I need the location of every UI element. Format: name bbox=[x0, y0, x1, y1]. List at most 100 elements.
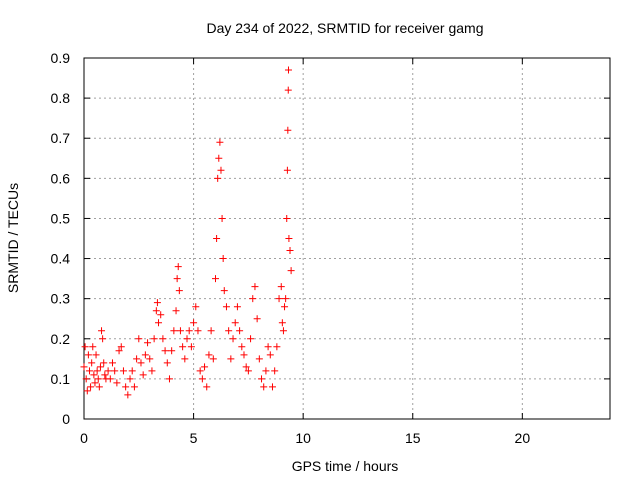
data-point bbox=[139, 371, 147, 379]
data-point bbox=[146, 355, 154, 363]
data-point bbox=[93, 367, 101, 375]
data-point bbox=[159, 335, 167, 343]
data-point bbox=[122, 383, 130, 391]
data-point bbox=[126, 375, 134, 383]
data-point bbox=[277, 283, 285, 291]
data-point bbox=[278, 319, 286, 327]
data-point bbox=[91, 379, 99, 387]
data-point bbox=[286, 247, 294, 255]
data-point bbox=[170, 327, 178, 335]
data-point bbox=[284, 126, 292, 134]
data-point bbox=[253, 315, 261, 323]
data-point bbox=[279, 327, 287, 335]
data-point bbox=[141, 351, 149, 359]
data-point bbox=[217, 166, 225, 174]
data-point bbox=[285, 235, 293, 242]
data-point bbox=[227, 355, 235, 363]
data-point bbox=[152, 307, 160, 315]
x-tick-label: 0 bbox=[80, 430, 88, 446]
data-point bbox=[275, 295, 283, 303]
data-point bbox=[271, 367, 279, 375]
data-markers bbox=[80, 66, 295, 399]
data-point bbox=[240, 351, 248, 359]
data-point bbox=[283, 166, 291, 174]
data-point bbox=[165, 375, 173, 383]
tick-layer: 0 0.1 0.2 0.3 0.4 0.5 0.6 0.7 0.8 0.9 0 5 10 15 20 bbox=[51, 50, 610, 446]
data-point bbox=[220, 287, 228, 295]
data-point bbox=[190, 319, 198, 327]
data-point bbox=[181, 355, 189, 363]
y-tick-label: 0.1 bbox=[51, 371, 71, 387]
data-point bbox=[262, 367, 270, 375]
data-point bbox=[119, 367, 127, 375]
data-point bbox=[260, 383, 268, 391]
data-point bbox=[174, 263, 182, 271]
data-point bbox=[90, 371, 98, 379]
data-point bbox=[214, 174, 222, 182]
data-point bbox=[100, 359, 108, 367]
data-point bbox=[113, 379, 121, 387]
y-axis-label: SRMTID / TECUs bbox=[5, 183, 21, 293]
data-point bbox=[284, 66, 292, 74]
data-point bbox=[95, 383, 103, 391]
x-tick-label: 20 bbox=[515, 430, 531, 446]
data-point bbox=[133, 355, 141, 363]
data-point bbox=[111, 367, 119, 375]
x-tick-label: 5 bbox=[190, 430, 198, 446]
data-point bbox=[98, 327, 106, 335]
y-tick-label: 0.7 bbox=[51, 130, 71, 146]
data-point bbox=[222, 303, 230, 311]
data-point bbox=[176, 327, 184, 335]
data-point bbox=[192, 303, 200, 311]
data-point bbox=[157, 311, 165, 319]
data-point bbox=[106, 375, 114, 383]
data-point bbox=[187, 343, 195, 351]
y-tick-label: 0.5 bbox=[51, 210, 71, 226]
data-point bbox=[273, 343, 281, 351]
data-point bbox=[233, 303, 241, 311]
data-point bbox=[287, 267, 295, 275]
data-point bbox=[203, 383, 211, 391]
data-point bbox=[173, 275, 181, 283]
data-point bbox=[137, 359, 145, 367]
data-point bbox=[101, 371, 109, 379]
data-point bbox=[249, 295, 257, 303]
data-point bbox=[135, 335, 143, 343]
data-point bbox=[81, 343, 89, 351]
data-point bbox=[88, 359, 96, 367]
y-tick-label: 0.4 bbox=[51, 251, 71, 267]
y-tick-label: 0.6 bbox=[51, 170, 71, 186]
data-point bbox=[128, 367, 136, 375]
data-point bbox=[96, 363, 104, 371]
data-point bbox=[247, 335, 255, 343]
data-point bbox=[124, 391, 132, 399]
y-tick-label: 0.2 bbox=[51, 331, 71, 347]
chart-title: Day 234 of 2022, SRMTID for receiver gam… bbox=[206, 20, 483, 36]
data-point bbox=[207, 327, 215, 335]
data-point bbox=[219, 255, 227, 263]
data-point bbox=[238, 343, 246, 351]
grid-layer bbox=[84, 58, 610, 419]
data-point bbox=[283, 214, 291, 222]
data-point bbox=[148, 367, 156, 375]
data-point bbox=[179, 343, 187, 351]
data-point bbox=[255, 355, 263, 363]
data-point bbox=[168, 347, 176, 355]
data-point bbox=[236, 327, 244, 335]
data-point bbox=[83, 387, 91, 395]
data-point bbox=[85, 367, 93, 375]
data-point bbox=[80, 363, 88, 371]
data-point bbox=[163, 359, 171, 367]
data-point bbox=[216, 138, 224, 146]
data-point bbox=[94, 375, 102, 383]
data-point bbox=[89, 343, 97, 351]
data-point bbox=[153, 299, 161, 307]
data-point bbox=[284, 86, 292, 94]
data-point bbox=[266, 351, 274, 359]
data-point bbox=[194, 327, 202, 335]
data-point bbox=[205, 351, 213, 359]
data-point bbox=[150, 335, 158, 343]
data-point bbox=[201, 363, 209, 371]
data-point bbox=[108, 359, 116, 367]
